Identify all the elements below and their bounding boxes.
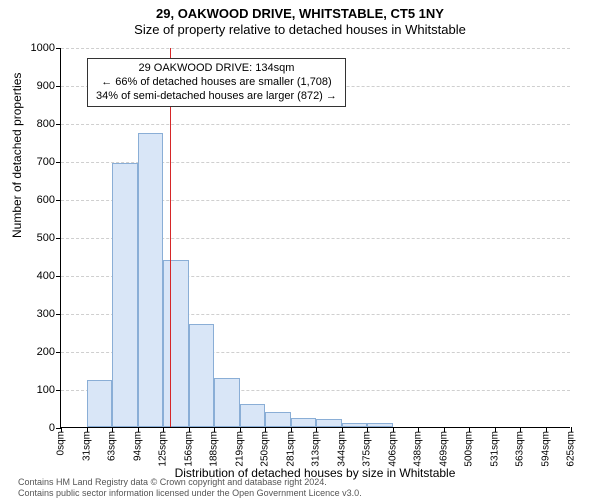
xtick-label: 219sqm bbox=[234, 431, 245, 467]
xtick-label: 125sqm bbox=[158, 431, 169, 467]
histogram-bar bbox=[316, 419, 342, 427]
histogram-bar bbox=[87, 380, 113, 428]
xtick-label: 94sqm bbox=[132, 431, 143, 461]
xtick-label: 438sqm bbox=[413, 431, 424, 467]
chart-title-main: 29, OAKWOOD DRIVE, WHITSTABLE, CT5 1NY bbox=[0, 6, 600, 21]
histogram-bar bbox=[163, 260, 189, 427]
gridline bbox=[61, 124, 570, 125]
plot-area: 010020030040050060070080090010000sqm31sq… bbox=[60, 48, 570, 428]
y-axis-label: Number of detached properties bbox=[10, 73, 24, 238]
histogram-bar bbox=[367, 423, 393, 427]
xtick-label: 31sqm bbox=[81, 431, 92, 461]
xtick-label: 594sqm bbox=[540, 431, 551, 467]
histogram-bar bbox=[265, 412, 291, 427]
ytick-label: 900 bbox=[37, 80, 61, 92]
histogram-bar bbox=[112, 163, 138, 427]
xtick-label: 63sqm bbox=[107, 431, 118, 461]
histogram-bar bbox=[189, 324, 215, 427]
ytick-label: 300 bbox=[37, 308, 61, 320]
ytick-label: 600 bbox=[37, 194, 61, 206]
annotation-box: 29 OAKWOOD DRIVE: 134sqm← 66% of detache… bbox=[87, 58, 346, 107]
xtick-label: 344sqm bbox=[336, 431, 347, 467]
histogram-bar bbox=[291, 418, 317, 428]
xtick-label: 313sqm bbox=[311, 431, 322, 467]
annotation-line-2: ← 66% of detached houses are smaller (1,… bbox=[96, 76, 337, 90]
chart-title-block: 29, OAKWOOD DRIVE, WHITSTABLE, CT5 1NY S… bbox=[0, 0, 600, 37]
xtick-label: 188sqm bbox=[209, 431, 220, 467]
xtick-label: 625sqm bbox=[566, 431, 577, 467]
ytick-label: 100 bbox=[37, 384, 61, 396]
ytick-label: 500 bbox=[37, 232, 61, 244]
xtick-label: 0sqm bbox=[56, 431, 67, 455]
ytick-label: 700 bbox=[37, 156, 61, 168]
chart-title-sub: Size of property relative to detached ho… bbox=[0, 22, 600, 37]
footer-attribution: Contains HM Land Registry data © Crown c… bbox=[18, 477, 362, 498]
ytick-label: 200 bbox=[37, 346, 61, 358]
footer-line-2: Contains public sector information licen… bbox=[18, 488, 362, 498]
annotation-line-3: 34% of semi-detached houses are larger (… bbox=[96, 90, 337, 104]
footer-line-1: Contains HM Land Registry data © Crown c… bbox=[18, 477, 362, 487]
ytick-label: 400 bbox=[37, 270, 61, 282]
ytick-label: 800 bbox=[37, 118, 61, 130]
xtick-label: 375sqm bbox=[362, 431, 373, 467]
xtick-label: 563sqm bbox=[515, 431, 526, 467]
histogram-bar bbox=[240, 404, 266, 427]
xtick-label: 281sqm bbox=[285, 431, 296, 467]
annotation-line-1: 29 OAKWOOD DRIVE: 134sqm bbox=[96, 62, 337, 76]
xtick-label: 156sqm bbox=[183, 431, 194, 467]
gridline bbox=[61, 48, 570, 49]
xtick-label: 406sqm bbox=[387, 431, 398, 467]
chart-area: 010020030040050060070080090010000sqm31sq… bbox=[60, 48, 570, 428]
histogram-bar bbox=[138, 133, 164, 428]
histogram-bar bbox=[342, 423, 368, 427]
xtick-label: 531sqm bbox=[489, 431, 500, 467]
xtick-label: 469sqm bbox=[438, 431, 449, 467]
ytick-label: 1000 bbox=[31, 42, 61, 54]
histogram-bar bbox=[214, 378, 240, 427]
xtick-label: 500sqm bbox=[464, 431, 475, 467]
xtick-label: 250sqm bbox=[260, 431, 271, 467]
